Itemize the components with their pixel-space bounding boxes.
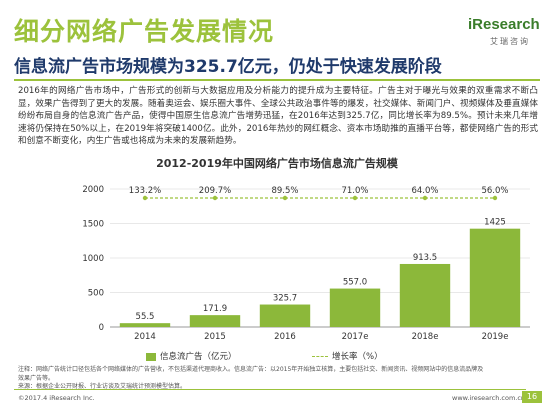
- copyright: ©2017.4 iResearch Inc.: [18, 394, 95, 402]
- slide-subtitle: 信息流广告市场规模为325.7亿元，仍处于快速发展阶段: [14, 57, 442, 77]
- y-tick-label: 0: [99, 323, 104, 333]
- growth-rate-label: 89.5%: [271, 186, 298, 196]
- bar: [189, 315, 241, 327]
- x-tick-label: 2019e: [482, 332, 509, 342]
- growth-rate-point: [282, 195, 288, 201]
- bar-value-label: 55.5: [136, 312, 155, 322]
- bar: [329, 288, 381, 327]
- page-number: 16: [522, 391, 542, 403]
- bar-value-label: 325.7: [273, 294, 297, 304]
- legend-line-swatch: [312, 356, 328, 357]
- legend-bar-label: 信息流广告（亿元）: [160, 352, 237, 362]
- y-tick-label: 1000: [82, 254, 104, 264]
- growth-rate-label: 71.0%: [341, 186, 368, 196]
- header-divider: [14, 79, 540, 81]
- section-title: 细分网络广告发展情况: [14, 17, 275, 46]
- footer-url: www.iresearch.com.cn: [452, 394, 526, 402]
- bar: [399, 263, 451, 327]
- source-text: 来源：根据企业公开财报、行业访谈及艾瑞统计预测模型估算。: [18, 383, 187, 390]
- y-tick-label: 2000: [82, 185, 104, 195]
- legend-item-bar: 信息流广告（亿元）: [146, 350, 237, 362]
- chart-title: 2012-2019年中国网络广告市场信息流广告规模: [156, 157, 398, 170]
- growth-rate-label: 56.0%: [481, 186, 508, 196]
- x-tick-label: 2015: [204, 332, 226, 342]
- notes-text: 注释：网络广告统计口径包括各个网络媒体的广告营收，不包括渠道代理商收入。信息流广…: [18, 366, 484, 382]
- legend-item-line: 增长率（%）: [312, 350, 383, 362]
- logo-subtext: 艾瑞咨询: [490, 37, 530, 46]
- x-tick-label: 2016: [274, 332, 296, 342]
- bar: [119, 323, 171, 327]
- iresearch-logo: iResearch 艾瑞咨询: [468, 12, 548, 48]
- x-tick-label: 2017e: [342, 332, 369, 342]
- description-paragraph: 2016年的网络广告市场中，广告形式的创新与大数据应用及分析能力的提升成为主要特…: [18, 86, 538, 147]
- footer-divider: [14, 389, 526, 390]
- logo-text: iResearch: [468, 16, 540, 33]
- bar: [469, 228, 521, 327]
- y-tick-label: 1500: [82, 220, 104, 230]
- bar-value-label: 557.0: [343, 278, 367, 288]
- bar-value-label: 171.9: [203, 304, 227, 314]
- y-tick-label: 500: [88, 289, 104, 299]
- growth-rate-point: [492, 195, 498, 201]
- chart-notes: 注释：网络广告统计口径包括各个网络媒体的广告营收，不包括渠道代理商收入。信息流广…: [18, 366, 488, 392]
- growth-rate-point: [422, 195, 428, 201]
- growth-rate-label: 209.7%: [199, 186, 231, 196]
- bar-value-label: 1425: [484, 218, 506, 228]
- growth-rate-point: [142, 195, 148, 201]
- growth-rate-label: 64.0%: [411, 186, 438, 196]
- x-tick-label: 2018e: [412, 332, 439, 342]
- growth-rate-point: [352, 195, 358, 201]
- x-tick-label: 2014: [134, 332, 156, 342]
- growth-rate-label: 133.2%: [129, 186, 161, 196]
- legend-bar-swatch: [146, 352, 156, 361]
- legend-line-label: 增长率（%）: [332, 352, 383, 362]
- growth-rate-point: [212, 195, 218, 201]
- bar: [259, 304, 311, 327]
- bar-value-label: 913.5: [413, 253, 437, 263]
